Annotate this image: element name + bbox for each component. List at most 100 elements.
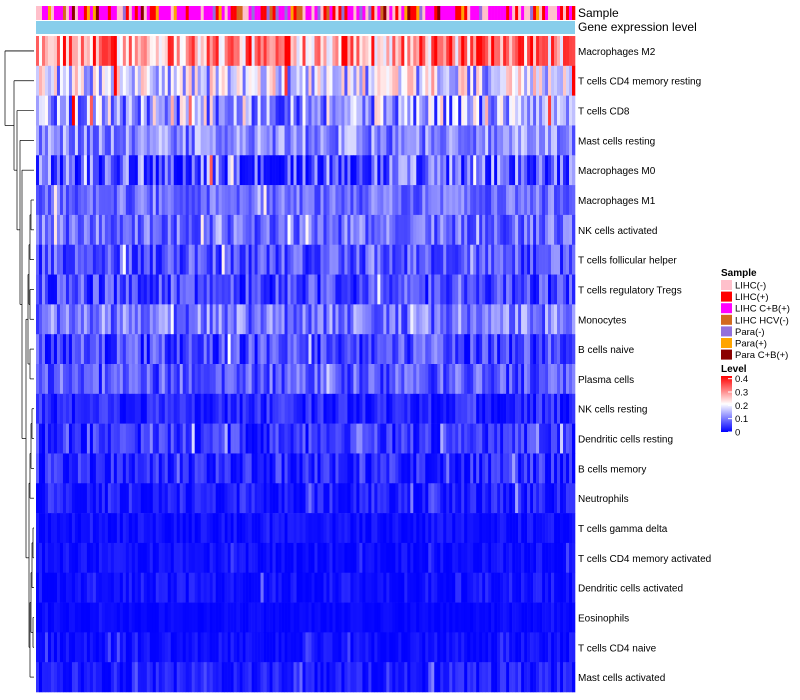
heatmap-cell [365,453,369,484]
heatmap-cell [143,483,148,514]
heatmap-cell [266,602,270,633]
heatmap-cell [488,95,492,126]
sample-cell [68,6,73,20]
heatmap-cell [191,244,196,275]
heatmap-cell [491,453,495,484]
heatmap-cell [146,542,151,574]
heatmap-cell [119,95,124,126]
heatmap-cell [317,155,321,186]
heatmap-cell [533,214,537,246]
heatmap-cell [149,95,154,126]
heatmap-cell [458,393,462,424]
heatmap-cell [284,155,288,186]
heatmap-cell [191,483,196,514]
heatmap-cell [200,214,204,246]
heatmap-cell [215,483,219,514]
heatmap-cell [548,65,552,96]
heatmap-cell [437,274,441,305]
heatmap-cell [512,214,516,246]
heatmap-cell [551,662,555,693]
sample-cell [269,6,273,20]
heatmap-cell [122,274,127,305]
heatmap-cell [392,185,396,216]
heatmap-cell [455,602,459,633]
heatmap-cell [545,65,549,96]
heatmap-cell [470,483,474,514]
heatmap-cell [383,393,387,424]
heatmap-cell [251,453,255,484]
heatmap-cell [104,334,109,365]
heatmap-cell [527,423,531,454]
heatmap-cell [371,572,375,603]
heatmap-cell [227,542,231,574]
heatmap-cell [164,364,169,395]
heatmap-cell [182,662,187,693]
heatmap-cell [107,214,112,246]
heatmap-cell [83,125,88,156]
heatmap-cell [65,155,70,186]
heatmap-cell [230,483,234,514]
heatmap-cell [98,304,103,335]
heatmap-cell [221,572,225,603]
heatmap-cell [416,155,420,186]
heatmap-cell [464,304,468,335]
heatmap-cell [197,542,201,574]
heatmap-cell [344,274,348,305]
heatmap-cell [452,36,456,67]
heatmap-cell [71,483,76,514]
heatmap-cell [461,244,465,275]
heatmap-cell [233,453,237,484]
heatmap-cell [320,125,324,156]
sample-legend-swatch [721,291,732,302]
heatmap-cell [167,542,172,574]
heatmap-cell [221,304,225,335]
heatmap-cell [302,632,306,663]
heatmap-cell [506,513,510,544]
heatmap-cell [299,304,303,335]
heatmap-cell [518,453,522,484]
heatmap-cell [446,274,450,305]
heatmap-cell [485,393,489,424]
sample-cell [320,6,324,20]
heatmap-cell [503,423,507,454]
heatmap-cell [161,602,166,633]
heatmap-cell [401,36,405,67]
heatmap-cell [53,304,58,335]
heatmap-cell [413,304,417,335]
heatmap-cell [131,185,136,216]
heatmap-cell [119,453,124,484]
heatmap-cell [455,155,459,186]
heatmap-cell [269,513,273,544]
heatmap-cell [437,65,441,96]
heatmap-cell [116,364,121,395]
heatmap-cell [512,602,516,633]
heatmap-cell [353,334,357,365]
heatmap-cell [263,274,267,305]
heatmap-cell [410,65,414,96]
heatmap-cell [365,662,369,693]
heatmap-cell [530,602,534,633]
heatmap-cell [461,274,465,305]
heatmap-cell [206,155,210,186]
heatmap-cell [77,36,82,67]
heatmap-cell [131,155,136,186]
heatmap-cell [197,274,201,305]
heatmap-cell [218,513,222,544]
heatmap-cell [230,513,234,544]
heatmap-cell [290,95,294,126]
heatmap-cell [506,393,510,424]
heatmap-cell [539,632,543,663]
heatmap-cell [554,185,558,216]
heatmap-cell [395,602,399,633]
heatmap-cell [344,572,348,603]
sample-cell [284,6,288,20]
heatmap-cell [371,662,375,693]
heatmap-cell [374,214,378,246]
heatmap-cell [56,155,61,186]
heatmap-cell [248,423,252,454]
heatmap-cell [530,364,534,395]
heatmap-cell [344,304,348,335]
heatmap-cell [308,572,312,603]
heatmap-cell [218,125,222,156]
heatmap-cell [149,542,154,574]
